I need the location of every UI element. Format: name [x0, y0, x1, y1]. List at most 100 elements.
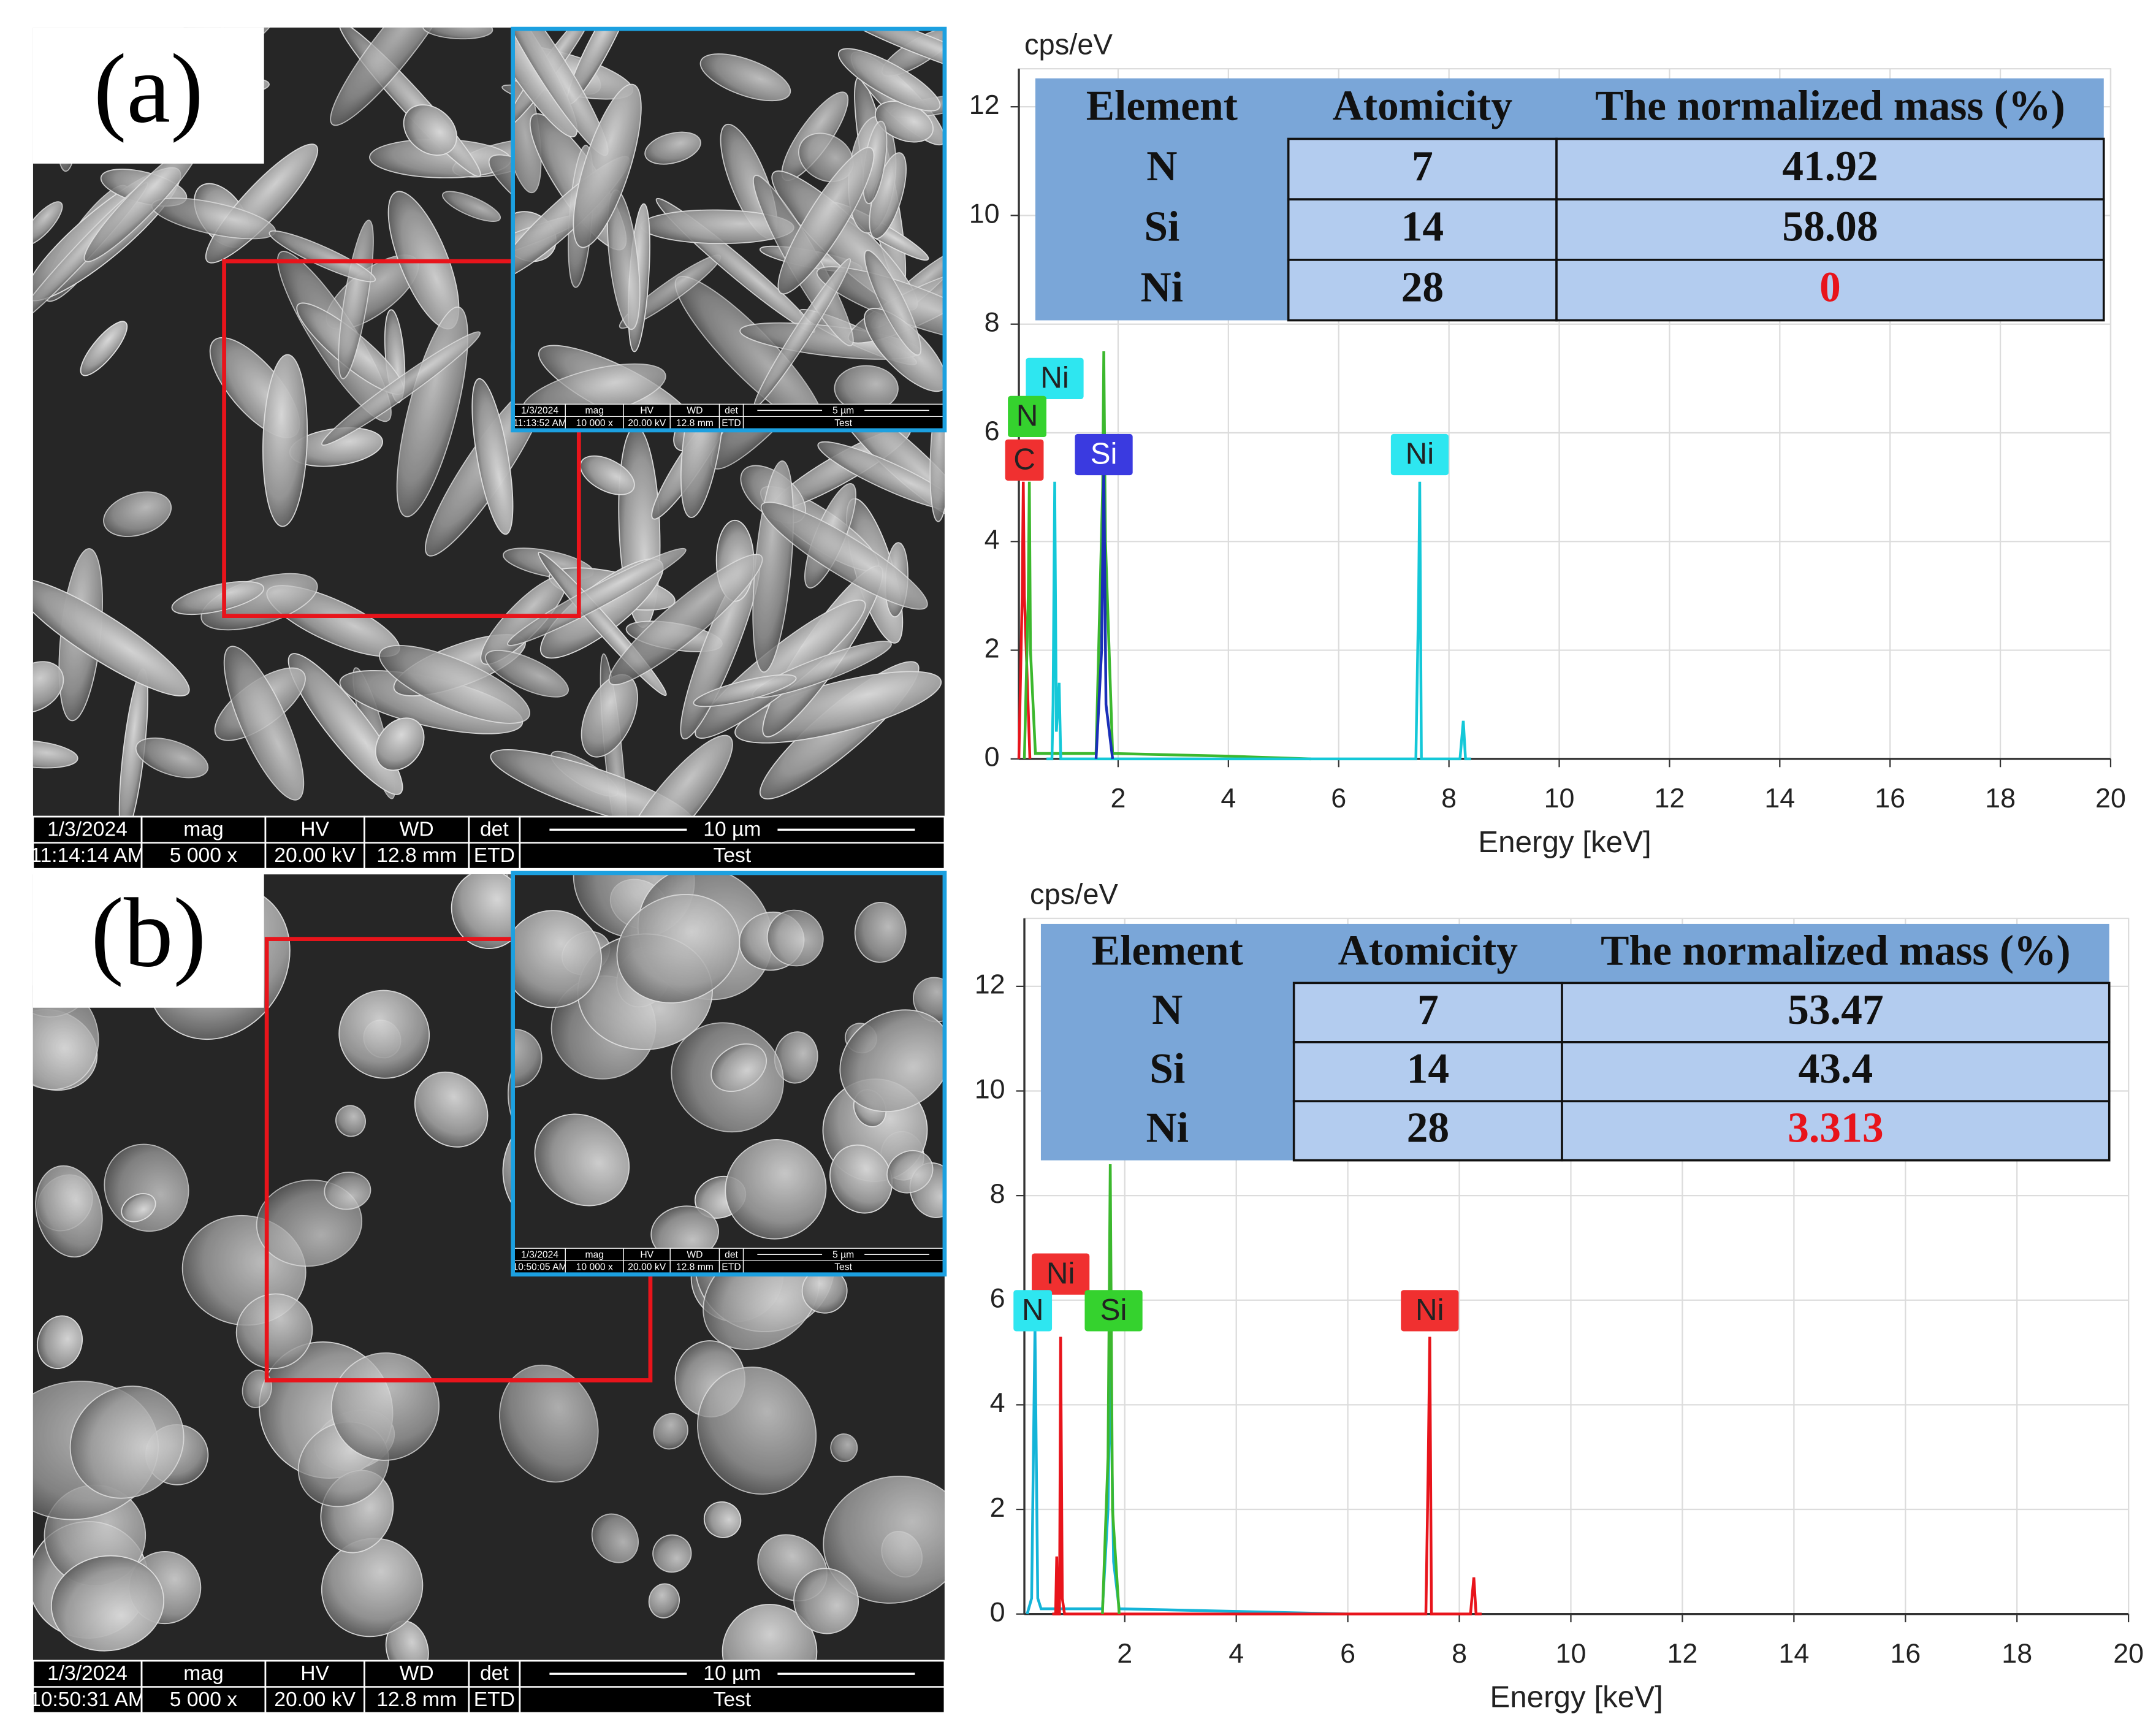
info-value: 11:14:14 AM [30, 844, 144, 867]
x-axis-label: Energy [keV] [1478, 825, 1651, 859]
x-tick-label: 4 [1221, 782, 1236, 814]
info-value: 12.8 mm [376, 1688, 457, 1711]
table-cell [1561, 982, 2111, 1043]
table-cell [1561, 1041, 2111, 1103]
sem-image [514, 30, 943, 405]
x-tick-label: 6 [1331, 782, 1346, 814]
sem-particle [793, 1568, 859, 1634]
sem-particle [823, 1476, 945, 1604]
peak-label-box [1026, 357, 1084, 400]
x-tick-label: 10 [1544, 782, 1575, 814]
info-label: det [480, 818, 509, 841]
label-box [32, 871, 264, 1008]
table-cell [1292, 1041, 1563, 1103]
table-cell-text: 0 [1819, 264, 1841, 311]
panel-label: (b) [91, 877, 206, 987]
info-value: 5 000 x [170, 844, 237, 867]
info-value: ETD [474, 1688, 515, 1711]
info-value: 12.8 mm [376, 844, 457, 867]
sem-particle [269, 230, 376, 283]
info-value: 10:50:31 AM [29, 1688, 145, 1711]
table-cell [1555, 198, 2105, 261]
peak-label-box [1084, 1290, 1143, 1332]
info-label: mag [183, 818, 223, 841]
sem-image [514, 874, 943, 1249]
sem-particle [522, 363, 666, 405]
sem-particle [514, 910, 602, 1009]
sem-particle [703, 1501, 742, 1538]
sem-particle [644, 131, 701, 165]
sem-particle [403, 104, 457, 156]
sem-particle [579, 455, 635, 495]
peak-label-box [1390, 433, 1449, 476]
sem-particle [414, 1071, 489, 1148]
sem-particle [32, 201, 63, 246]
sem-particle [573, 83, 642, 248]
info-value: Test [834, 418, 852, 429]
peak-label-box [1075, 433, 1133, 476]
info-value: 20.00 kV [628, 1262, 666, 1273]
info-value: 5 000 x [170, 1688, 237, 1711]
sem-particle [725, 1139, 827, 1240]
info-label: 1/3/2024 [521, 406, 558, 416]
table-cell [1287, 198, 1558, 261]
y-tick-label: 12 [975, 969, 1005, 1000]
y-tick-label: 6 [990, 1283, 1005, 1314]
y-tick-label: 4 [990, 1387, 1005, 1418]
sem-particle [710, 1043, 768, 1092]
peak-label-box [1008, 395, 1046, 438]
info-label: 1/3/2024 [47, 818, 128, 841]
y-tick-label: 2 [990, 1492, 1005, 1523]
x-tick-label: 20 [2095, 782, 2126, 814]
sem-particle [32, 739, 78, 769]
info-value: 12.8 mm [676, 418, 714, 429]
table-cell-text: 41.92 [1782, 143, 1878, 190]
sem-particle [697, 1367, 817, 1495]
sem-particle [242, 1370, 272, 1408]
table-cell-text: 7 [1417, 986, 1439, 1034]
peak-label: Ni [1415, 1293, 1444, 1327]
sem-particle [608, 554, 763, 685]
scale-label: 10 µm [703, 818, 761, 841]
sem-particle [534, 1113, 630, 1207]
info-value: 12.8 mm [676, 1262, 714, 1273]
sem-particle [69, 1386, 185, 1499]
peak-label-box [1032, 1253, 1090, 1295]
table-cell-text: 14 [1407, 1045, 1450, 1092]
spectrum-line [1101, 1164, 1121, 1614]
sem-particle [485, 649, 569, 698]
y-tick-label: 0 [990, 1596, 1005, 1628]
sem-particle [650, 1205, 719, 1249]
sem-particle [777, 147, 875, 295]
table-cell-text: 43.4 [1799, 1045, 1873, 1092]
sem-particle [766, 909, 824, 967]
x-tick-label: 16 [1875, 782, 1905, 814]
sem-particle [324, 1172, 371, 1210]
info-label: WD [400, 1662, 434, 1685]
peak-label: Ni [1406, 437, 1434, 471]
peak-label-box [1401, 1290, 1459, 1332]
y-tick-label: 8 [990, 1178, 1005, 1209]
info-label: HV [640, 1250, 653, 1260]
info-value: Test [714, 1688, 752, 1711]
x-tick-label: 18 [2002, 1638, 2032, 1669]
x-tick-label: 6 [1340, 1638, 1355, 1669]
x-tick-label: 18 [1985, 782, 2016, 814]
scale-label: 5 µm [832, 406, 854, 416]
info-label: HV [640, 406, 653, 416]
y-axis-label: cps/eV [1030, 878, 1119, 910]
peak-label: Si [1091, 437, 1118, 471]
info-label: det [480, 1662, 509, 1685]
x-tick-label: 2 [1110, 782, 1126, 814]
table-cell-text: 28 [1407, 1105, 1450, 1152]
scale-label: 5 µm [832, 1250, 854, 1260]
table-cell-text: 3.313 [1788, 1105, 1883, 1152]
sem-particle [32, 982, 99, 1090]
sem-particle [753, 258, 851, 405]
x-tick-label: 16 [1890, 1638, 1921, 1669]
info-label: 1/3/2024 [521, 1250, 558, 1260]
info-label: 1/3/2024 [47, 1662, 128, 1685]
info-label: det [725, 406, 738, 416]
info-value: 20.00 kV [274, 844, 356, 867]
sem-particle [839, 1009, 943, 1113]
